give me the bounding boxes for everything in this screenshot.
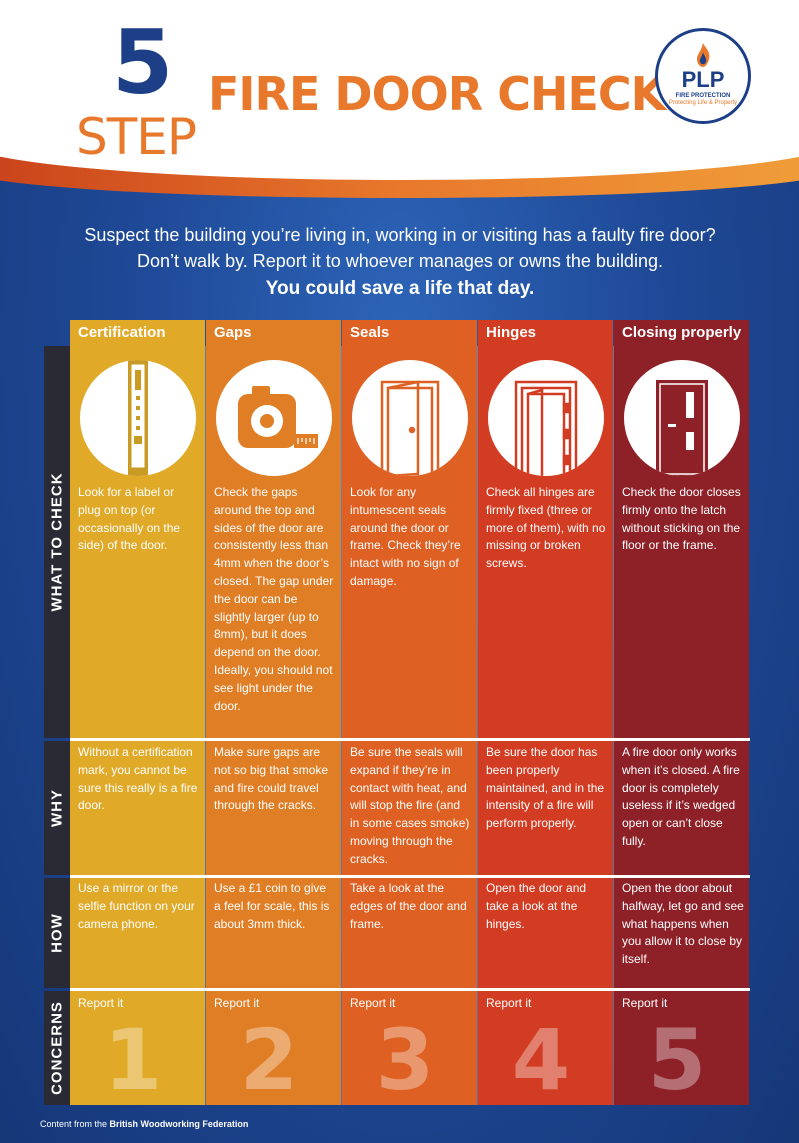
row-divider	[70, 738, 750, 741]
step-number-2: 2	[239, 1011, 299, 1109]
what-cell: Look for any intumescent seals around th…	[350, 485, 461, 588]
column-hinges: Hinges Check all hinges are firmly fixed…	[478, 320, 613, 1105]
column-divider	[341, 346, 342, 1105]
row-label-what-text: WHAT TO CHECK	[48, 472, 66, 612]
step-number-1: 1	[103, 1011, 163, 1109]
door-hinges-icon	[488, 360, 604, 476]
row-label-why-text: WHY	[48, 789, 66, 827]
page-title: FIRE DOOR CHECK	[208, 67, 666, 121]
concern-cell: Report it	[622, 996, 668, 1010]
column-header: Gaps	[206, 320, 341, 346]
column-header: Seals	[342, 320, 477, 346]
how-cell: Open the door and take a look at the hin…	[486, 881, 587, 931]
column-header-text: Seals	[350, 324, 390, 341]
why-cell: Be sure the door has been properly maint…	[486, 745, 605, 831]
logo-tagline-text: FIRE PROTECTION	[675, 93, 731, 99]
logo-tagline: FIRE PROTECTION Protecting Life & Proper…	[658, 93, 748, 107]
step-word: STEP	[76, 108, 197, 166]
intro: Suspect the building you’re living in, w…	[40, 222, 760, 304]
column-divider	[205, 346, 206, 1105]
intro-line-3: You could save a life that day.	[265, 278, 535, 299]
footer-prefix: Content from the	[40, 1119, 110, 1129]
row-label-concerns-text: CONCERNS	[48, 1001, 66, 1095]
why-cell: A fire door only works when it’s closed.…	[622, 745, 740, 848]
column-gaps: Gaps Check the gaps around the top and s…	[206, 320, 341, 1105]
how-cell: Take a look at the edges of the door and…	[350, 881, 467, 931]
what-cell: Check the door closes firmly onto the la…	[622, 485, 741, 553]
flame-icon	[697, 43, 710, 67]
column-certification: Certification Look for a label or plug o…	[70, 320, 205, 1105]
column-header: Closing properly	[614, 320, 749, 346]
logo-sub-text: Protecting Life & Property	[668, 100, 738, 106]
step-number-3: 3	[375, 1011, 435, 1109]
row-label-how: HOW	[44, 878, 70, 988]
column-header-text: Hinges	[486, 324, 537, 341]
why-cell: Be sure the seals will expand if they’re…	[350, 745, 470, 866]
what-cell: Look for a label or plug on top (or occa…	[78, 485, 181, 553]
certification-label-icon	[80, 360, 196, 476]
concern-cell: Report it	[486, 996, 532, 1010]
column-closing-properly: Closing properly Check the door closes f…	[614, 320, 749, 1105]
closed-door-icon	[624, 360, 740, 476]
footer-source: British Woodworking Federation	[109, 1119, 249, 1129]
column-header: Certification	[70, 320, 205, 346]
tape-measure-icon	[216, 360, 332, 476]
column-divider	[613, 346, 614, 1105]
row-label-how-text: HOW	[48, 913, 66, 953]
what-cell: Check all hinges are firmly fixed (three…	[486, 485, 606, 571]
logo-name: PLP	[681, 67, 725, 92]
plp-logo: PLP FIRE PROTECTION Protecting Life & Pr…	[655, 28, 751, 124]
how-cell: Use a £1 coin to give a feel for scale, …	[214, 881, 330, 931]
how-cell: Open the door about halfway, let go and …	[622, 881, 744, 967]
what-cell: Check the gaps around the top and sides …	[214, 485, 334, 713]
row-label-what: WHAT TO CHECK	[44, 346, 70, 738]
concern-cell: Report it	[214, 996, 260, 1010]
step-number: 5	[112, 11, 174, 114]
step-number-5: 5	[647, 1011, 707, 1109]
check-table: WHAT TO CHECK WHY HOW CONCERNS Certifica…	[44, 320, 750, 1105]
why-cell: Make sure gaps are not so big that smoke…	[214, 745, 329, 813]
column-header-text: Certification	[78, 324, 166, 341]
door-seals-icon	[352, 360, 468, 476]
footer-credit: Content from the British Woodworking Fed…	[40, 1119, 248, 1129]
intro-line-2: Don’t walk by. Report it to whoever mana…	[137, 251, 663, 271]
concern-cell: Report it	[78, 996, 124, 1010]
concern-cell: Report it	[350, 996, 396, 1010]
column-header: Hinges	[478, 320, 613, 346]
column-seals: Seals Look for any intumescent seals aro…	[342, 320, 477, 1105]
column-header-text: Gaps	[214, 324, 252, 341]
intro-line-1: Suspect the building you’re living in, w…	[84, 225, 716, 245]
row-label-why: WHY	[44, 741, 70, 875]
row-label-concerns: CONCERNS	[44, 991, 70, 1105]
row-divider	[70, 875, 750, 878]
column-divider	[477, 346, 478, 1105]
why-cell: Without a certification mark, you cannot…	[78, 745, 198, 813]
how-cell: Use a mirror or the selfie function on y…	[78, 881, 195, 931]
column-header-text: Closing properly	[622, 324, 742, 341]
row-divider	[70, 988, 750, 991]
step-number-4: 4	[511, 1011, 571, 1109]
